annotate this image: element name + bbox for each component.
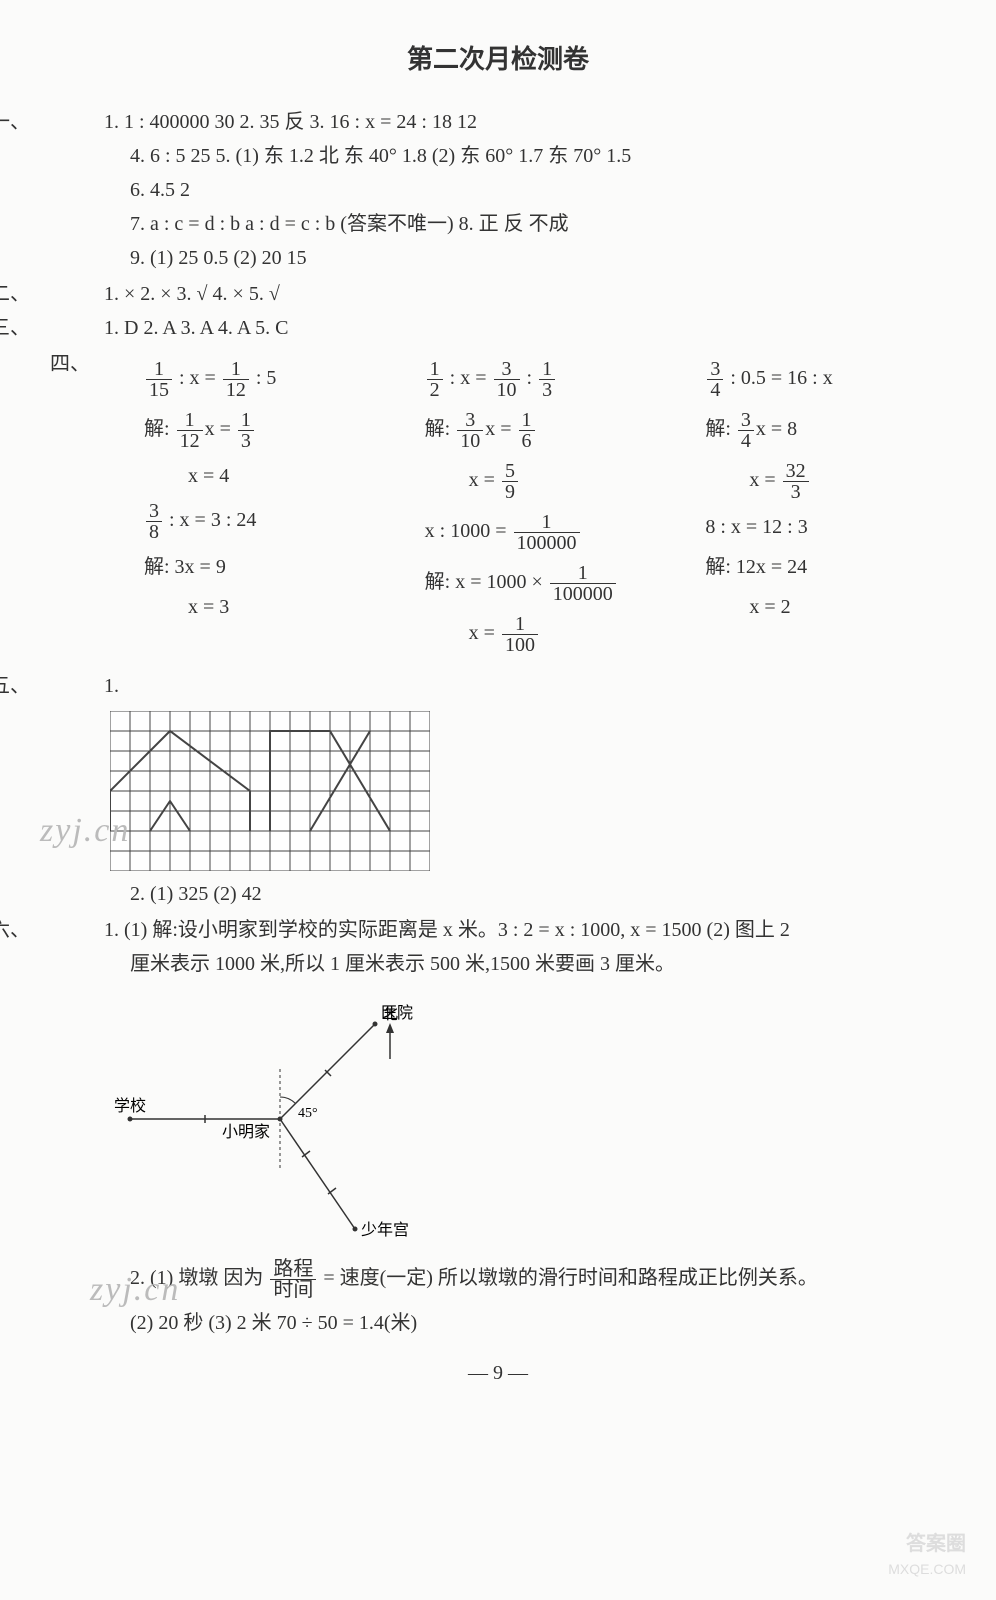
sec5-q2: 2. (1) 325 (2) 42	[130, 883, 262, 905]
sec6-q2a-pre: 2. (1) 墩墩 因为	[130, 1267, 268, 1289]
sec1-q1: 1. 1 : 400000 30 2. 35 反 3. 16 : x = 24 …	[104, 111, 477, 133]
page-title: 第二次月检测卷	[50, 40, 946, 79]
direction-diagram: 北学校医院少年宫小明家45°	[50, 989, 470, 1249]
sec3-text: 1. D 2. A 3. A 4. A 5. C	[104, 317, 289, 339]
sec4-col1: 115 : x = 112 : 5 解: 112x = 13 x = 4 38 …	[144, 349, 385, 665]
sec3-label: 三、	[50, 313, 104, 343]
svg-text:45°: 45°	[298, 1106, 318, 1121]
sec6-q2b: (2) 20 秒 (3) 2 米 70 ÷ 50 = 1.4(米)	[130, 1312, 417, 1334]
sec2-label: 二、	[50, 279, 104, 309]
sec6-q1a: 1. (1) 解:设小明家到学校的实际距离是 x 米。3 : 2 = x : 1…	[104, 919, 790, 941]
sec4-col3: 34 : 0.5 = 16 : x 解: 34x = 8 x = 323 8 :…	[705, 349, 946, 665]
sec2-text: 1. × 2. × 3. √ 4. × 5. √	[104, 283, 280, 305]
sec6-q2a-post: = 速度(一定) 所以墩墩的滑行时间和路程成正比例关系。	[318, 1267, 818, 1289]
sec1-q6: 6. 4.5 2	[130, 179, 190, 201]
brand-watermark: 答案圈 MXQE.COM	[888, 1529, 966, 1580]
sec4-col2: 12 : x = 310 : 13 解: 310x = 16 x = 59 x …	[425, 349, 666, 665]
section-3: 三、1. D 2. A 3. A 4. A 5. C	[50, 313, 946, 343]
page-number: — 9 —	[50, 1358, 946, 1388]
sec5-label: 五、	[50, 671, 104, 701]
svg-text:医院: 医院	[381, 1004, 413, 1022]
section-6: 六、1. (1) 解:设小明家到学校的实际距离是 x 米。3 : 2 = x :…	[50, 915, 946, 1338]
sec1-q7: 7. a : c = d : b a : d = c : b (答案不唯一) 8…	[130, 213, 569, 235]
sec1-label: 一、	[50, 107, 104, 137]
section-1: 一、1. 1 : 400000 30 2. 35 反 3. 16 : x = 2…	[50, 107, 946, 273]
sec1-q4: 4. 6 : 5 25 5. (1) 东 1.2 北 东 40° 1.8 (2)…	[130, 145, 631, 167]
sec1-q9: 9. (1) 25 0.5 (2) 20 15	[130, 247, 307, 269]
sec5-q1: 1.	[104, 675, 119, 697]
section-4: 四、 115 : x = 112 : 5 解: 112x = 13 x = 4 …	[50, 349, 946, 665]
sec6-label: 六、	[50, 915, 104, 945]
section-5: 五、1. zyj.cn 2. (1) 325 (2) 42	[50, 671, 946, 909]
grid-chart	[110, 711, 430, 871]
sec6-q1b: 厘米表示 1000 米,所以 1 厘米表示 500 米,1500 米要画 3 厘…	[130, 953, 675, 975]
sec4-label: 四、	[50, 349, 104, 665]
svg-text:小明家: 小明家	[222, 1123, 270, 1141]
svg-text:学校: 学校	[114, 1097, 146, 1115]
svg-text:少年宫: 少年宫	[361, 1221, 409, 1239]
section-2: 二、1. × 2. × 3. √ 4. × 5. √	[50, 279, 946, 309]
